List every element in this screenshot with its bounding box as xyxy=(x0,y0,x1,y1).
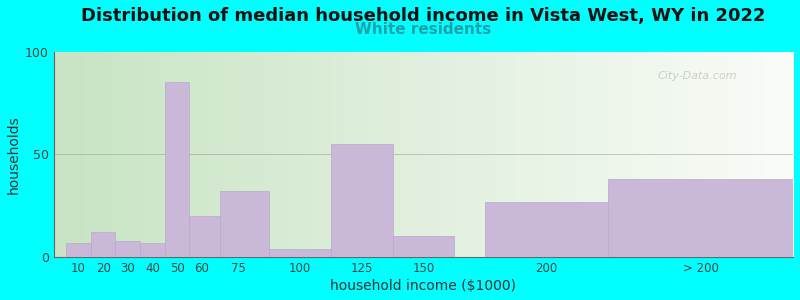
Bar xyxy=(485,202,608,257)
Text: White residents: White residents xyxy=(355,22,491,37)
Bar xyxy=(270,249,331,257)
Bar xyxy=(331,144,393,257)
Bar xyxy=(66,243,91,257)
Bar xyxy=(140,243,165,257)
Bar xyxy=(608,179,793,257)
Y-axis label: households: households xyxy=(7,115,21,194)
X-axis label: household income ($1000): household income ($1000) xyxy=(330,279,517,293)
Bar xyxy=(393,236,454,257)
Bar xyxy=(115,241,140,257)
Bar xyxy=(220,191,270,257)
Title: Distribution of median household income in Vista West, WY in 2022: Distribution of median household income … xyxy=(82,7,766,25)
Bar xyxy=(165,82,190,257)
Text: City-Data.com: City-Data.com xyxy=(658,71,737,81)
Bar xyxy=(91,232,115,257)
Bar xyxy=(190,216,220,257)
